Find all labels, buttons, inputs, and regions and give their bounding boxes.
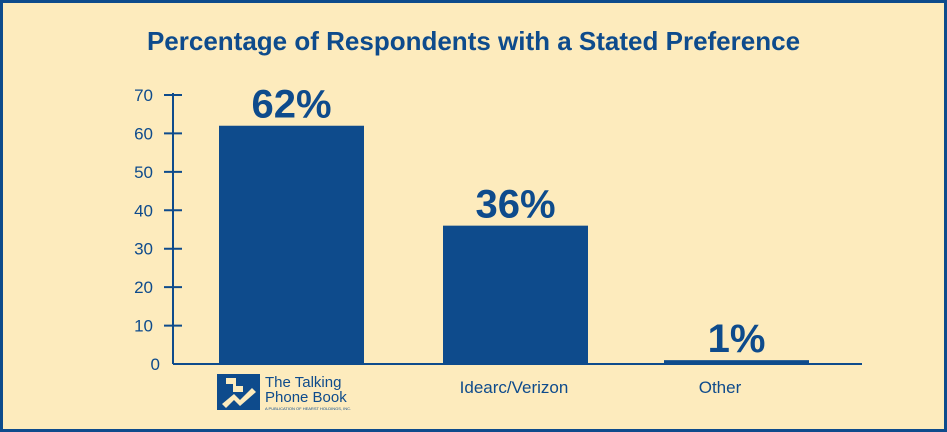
y-tick-label: 40: [134, 201, 153, 220]
y-tick-label: 30: [134, 240, 153, 259]
y-tick-label: 0: [151, 355, 160, 374]
y-tick-label: 10: [134, 317, 153, 336]
y-axis: 0 10 20 30 40 50 60 70: [134, 86, 182, 374]
data-label: 36%: [475, 183, 555, 227]
logo-line-2: Phone Book: [265, 389, 347, 406]
data-labels: 62% 36% 1%: [251, 83, 765, 361]
bar: [664, 360, 809, 364]
category-label: Other: [699, 378, 742, 397]
chart-title: Percentage of Respondents with a Stated …: [146, 26, 801, 56]
logo-tagline: A PUBLICATION OF HEARST HOLDINGS, INC.: [265, 406, 351, 411]
y-tick-label: 70: [134, 86, 153, 105]
bar: [219, 125, 364, 364]
logo-line-1: The Talking: [265, 374, 341, 391]
y-tick-label: 50: [134, 163, 153, 182]
talking-phone-book-logo-icon: [217, 374, 260, 410]
data-label: 62%: [251, 83, 331, 127]
data-label: 1%: [708, 317, 766, 361]
bars: [219, 125, 809, 364]
bar: [443, 225, 588, 364]
x-axis: Idearc/Verizon Other: [173, 363, 862, 397]
y-tick-label: 60: [134, 124, 153, 143]
category-label: Idearc/Verizon: [460, 378, 569, 397]
talking-phone-book-logo: The Talking Phone Book A PUBLICATION OF …: [217, 374, 351, 411]
y-tick-label: 20: [134, 278, 153, 297]
